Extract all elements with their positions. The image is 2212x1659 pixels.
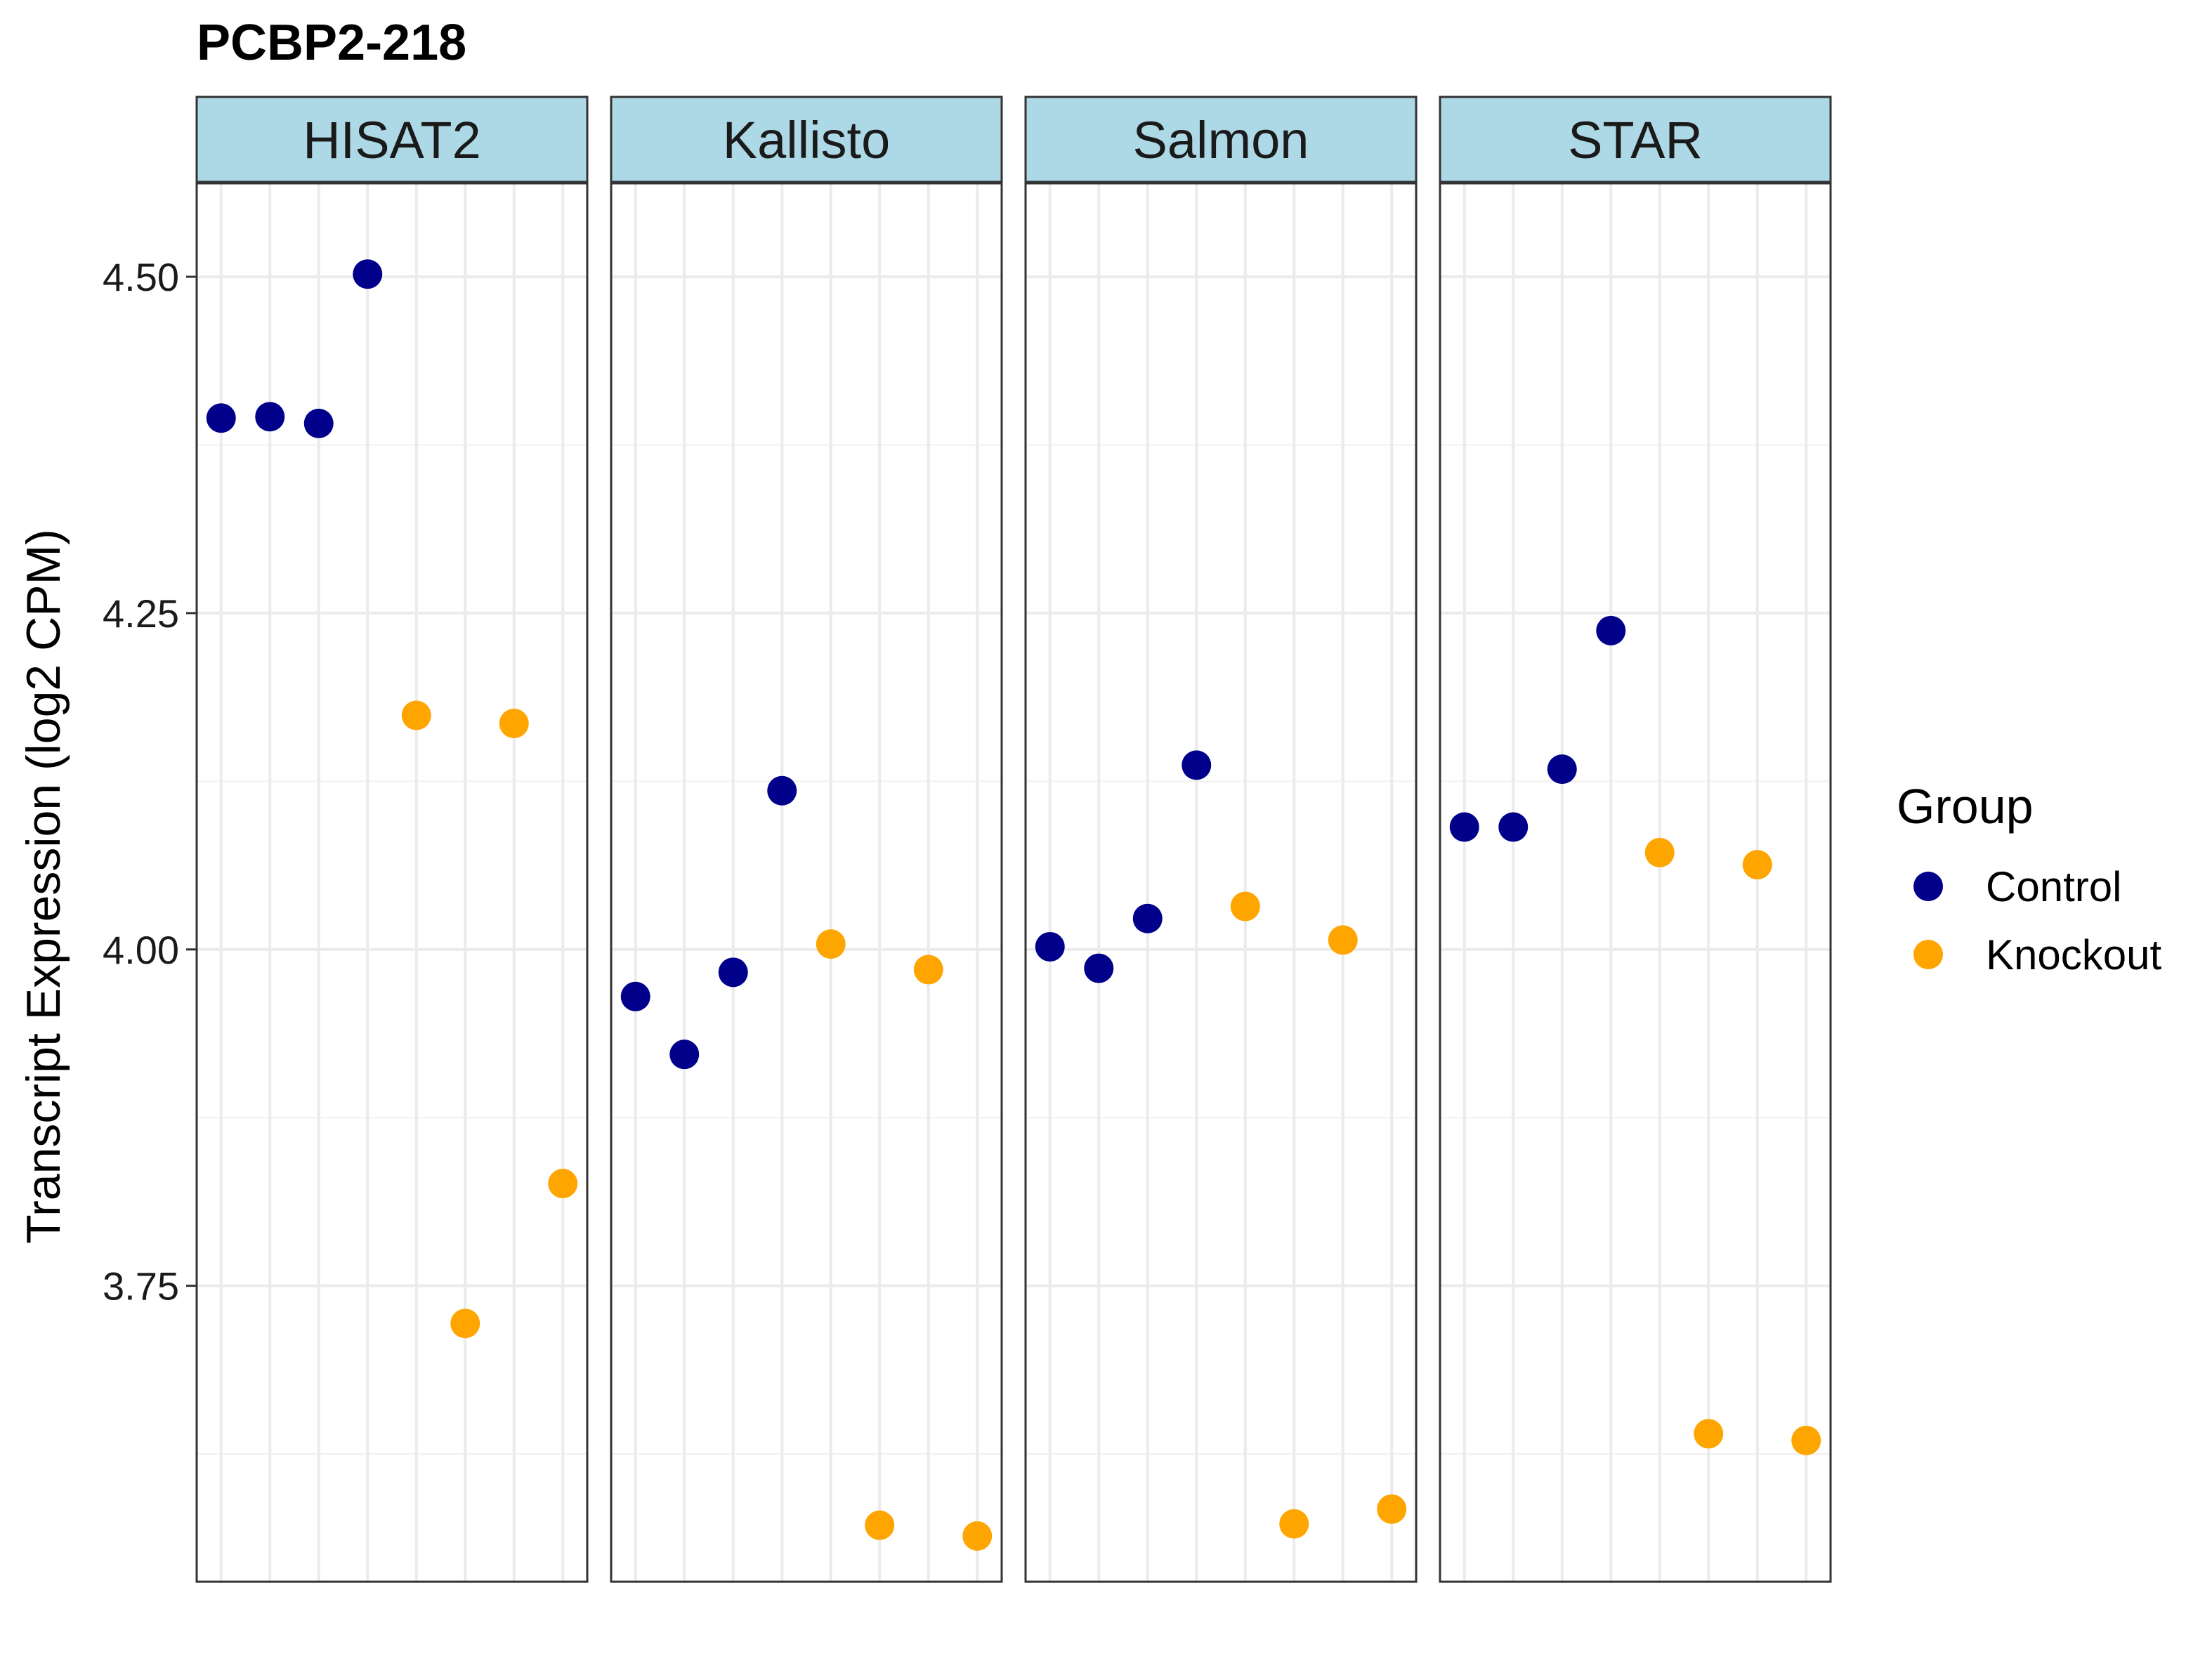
panel-background <box>1026 183 1416 1582</box>
y-tick-label: 3.75 <box>103 1264 179 1309</box>
y-axis-title: Transcript Expression (log2 CPM) <box>17 529 70 1244</box>
data-point-knockout <box>816 929 846 959</box>
legend-key-knockout <box>1913 940 1943 969</box>
data-point-control <box>353 259 383 289</box>
legend: Group Control Knockout <box>1897 779 2161 978</box>
legend-label-knockout: Knockout <box>1986 931 2161 978</box>
facet-label: HISAT2 <box>303 111 481 169</box>
data-point-knockout <box>1694 1419 1724 1449</box>
panel-background <box>611 183 1002 1582</box>
chart-title: PCBP2-218 <box>197 15 466 71</box>
panel-kallisto: Kallisto <box>610 96 1003 1583</box>
facet-label: STAR <box>1568 111 1703 169</box>
panel-salmon: Salmon <box>1024 96 1418 1583</box>
facet-strip <box>1439 96 1832 184</box>
data-point-knockout <box>1742 850 1772 880</box>
data-point-control <box>1596 615 1626 645</box>
data-point-knockout <box>913 955 943 985</box>
data-point-knockout <box>962 1521 993 1551</box>
data-point-control <box>206 403 236 433</box>
data-point-knockout <box>1328 925 1358 955</box>
data-point-knockout <box>1279 1509 1309 1539</box>
data-point-control <box>1132 903 1163 933</box>
data-point-knockout <box>865 1510 895 1540</box>
data-point-control <box>1449 812 1479 842</box>
data-point-control <box>1547 754 1577 785</box>
data-point-control <box>303 408 334 438</box>
data-point-knockout <box>1230 891 1260 922</box>
data-point-control <box>620 981 650 1011</box>
legend-label-control: Control <box>1986 863 2121 910</box>
panel-background <box>1440 183 1831 1582</box>
facet-panels: HISAT2 Kallisto Salmon STAR <box>195 96 1832 1583</box>
panel-hisat2: HISAT2 <box>195 96 589 1583</box>
panel-star: STAR <box>1439 96 1832 1583</box>
data-point-knockout <box>1644 837 1675 867</box>
data-point-knockout <box>548 1169 578 1199</box>
panel-background <box>197 183 587 1582</box>
facet-label: Salmon <box>1133 111 1309 169</box>
data-point-control <box>1035 931 1065 962</box>
y-axis: 3.75 4.00 4.25 4.50 <box>103 255 197 1309</box>
data-point-control <box>255 402 285 432</box>
data-point-control <box>1084 953 1114 983</box>
data-point-knockout <box>1791 1425 1821 1455</box>
y-tick-label: 4.25 <box>103 591 179 636</box>
legend-title: Group <box>1897 779 2034 834</box>
data-point-control <box>767 775 797 806</box>
legend-items: Control Knockout <box>1913 863 2161 978</box>
facet-label: Kallisto <box>723 111 891 169</box>
data-point-knockout <box>1377 1494 1407 1524</box>
data-point-knockout <box>499 708 529 738</box>
legend-key-control <box>1913 872 1943 901</box>
data-point-knockout <box>450 1309 480 1339</box>
data-point-control <box>1498 812 1529 842</box>
y-tick-label: 4.50 <box>103 255 179 299</box>
facet-strip <box>610 96 1003 184</box>
y-tick-label: 4.00 <box>103 928 179 972</box>
data-point-control <box>718 957 748 988</box>
data-point-control <box>1182 750 1212 780</box>
data-point-control <box>669 1040 700 1070</box>
data-point-knockout <box>401 700 431 730</box>
facet-strip <box>1024 96 1418 184</box>
